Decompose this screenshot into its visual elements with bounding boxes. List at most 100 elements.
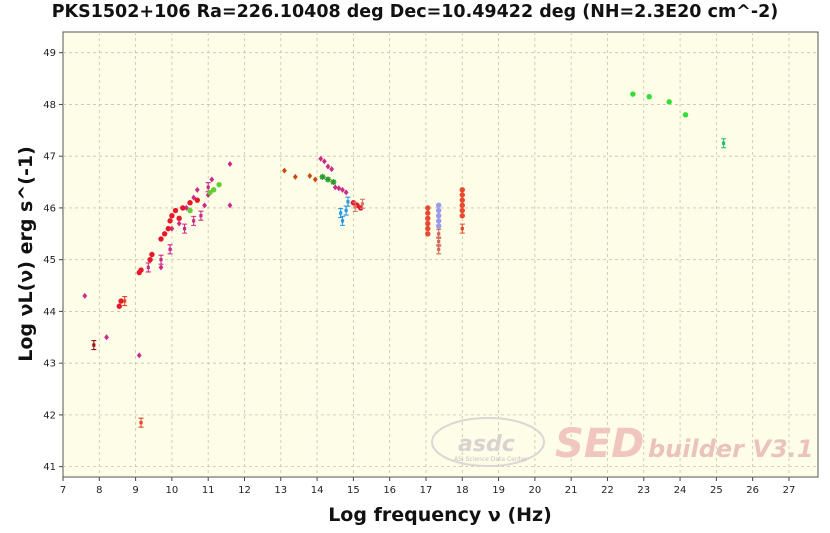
data-point-center [139,421,143,425]
data-point [340,186,345,193]
data-point-center [192,219,196,223]
x-tick-label: 11 [202,485,215,496]
data-point [682,112,689,118]
data-point [425,220,431,227]
data-point [227,160,233,167]
data-point [158,236,164,242]
data-point [325,163,331,170]
x-tick-label: 14 [311,485,324,496]
y-tick-label: 45 [43,255,56,266]
x-tick-label: 17 [420,485,433,496]
sed-builder-watermark: asdc ASI Science Data Center SED builder… [431,417,813,467]
data-point [459,202,465,209]
grid-lines [63,32,818,477]
data-point [172,207,179,214]
data-point [425,225,431,232]
data-point [282,167,287,174]
x-tick-label: 16 [383,485,396,496]
y-tick-label: 43 [43,359,56,370]
data-point [136,352,142,359]
data-point [194,186,200,193]
x-tick-label: 18 [456,485,469,496]
data-point-center [460,227,464,231]
y-tick-label: 46 [43,203,56,214]
data-point [459,197,465,203]
data-point [332,184,338,191]
data-point-center [199,214,203,218]
data-point [324,176,331,183]
data-point-center [344,208,348,213]
data-point [459,212,465,219]
data-points [82,91,727,428]
data-point [646,93,652,100]
data-point [161,231,168,237]
data-point-center [123,299,127,303]
x-tick-label: 24 [674,485,687,496]
data-point [435,212,442,219]
x-tick-label: 7 [60,485,66,496]
x-tick-label: 13 [274,485,287,496]
data-point [118,298,124,304]
data-point-center [353,205,357,209]
data-point [187,200,193,206]
data-point-center [206,185,210,189]
data-point [343,189,349,196]
data-point [169,225,175,232]
x-axis-label: Log frequency ν (Hz) [328,504,552,526]
data-point [329,166,335,173]
data-point [336,185,342,192]
data-point [138,267,144,273]
x-tick-label: 27 [783,485,796,496]
data-point [425,215,431,221]
data-point [158,264,164,271]
y-tick-label: 42 [43,410,56,421]
watermark-asdc: asdc [458,432,515,457]
data-point [202,202,207,209]
data-point [319,173,326,180]
plot-area [62,31,819,478]
x-tick-label: 25 [710,485,723,496]
data-point [187,207,193,214]
data-point [176,220,182,227]
x-tick-label: 26 [746,485,759,496]
x-tick-label: 8 [96,485,102,496]
x-tick-label: 21 [565,485,578,496]
data-point [459,187,465,193]
data-point-center [437,247,441,251]
y-tick-label: 47 [43,152,56,163]
y-tick-label: 41 [43,462,56,473]
data-point [312,176,318,183]
data-point [209,176,215,183]
data-point [169,212,175,219]
x-tick-label: 22 [601,485,614,496]
data-point [459,192,465,198]
data-point [104,334,109,341]
data-point [82,292,88,299]
data-point-center [437,239,441,244]
data-point [425,231,431,237]
axis-ticks: 7 8 9 10 11 12 13 14 15 16 17 18 19 20 21 22 23 24 25 26 27 4… [43,48,795,496]
data-point [216,181,222,188]
data-point [149,251,155,258]
data-point [318,155,324,162]
x-tick-label: 19 [492,485,505,496]
data-point [425,205,431,211]
data-point [435,202,442,209]
data-point [194,197,201,203]
data-point [210,187,217,193]
data-point [227,202,233,209]
x-tick-label: 20 [529,485,542,496]
data-point [176,215,182,221]
data-point-center [168,247,172,251]
watermark-sed: SED [555,421,644,467]
y-axis-label: Log νL(ν) erg s^(-1) [15,146,37,362]
data-point [167,218,173,224]
data-point [165,225,171,232]
data-point [147,256,153,263]
x-tick-label: 9 [132,485,138,496]
x-tick-label: 10 [166,485,179,496]
y-tick-label: 44 [43,307,56,318]
data-point [330,179,337,186]
chart-title: PKS1502+106 Ra=226.10408 deg Dec=10.4942… [51,2,779,22]
